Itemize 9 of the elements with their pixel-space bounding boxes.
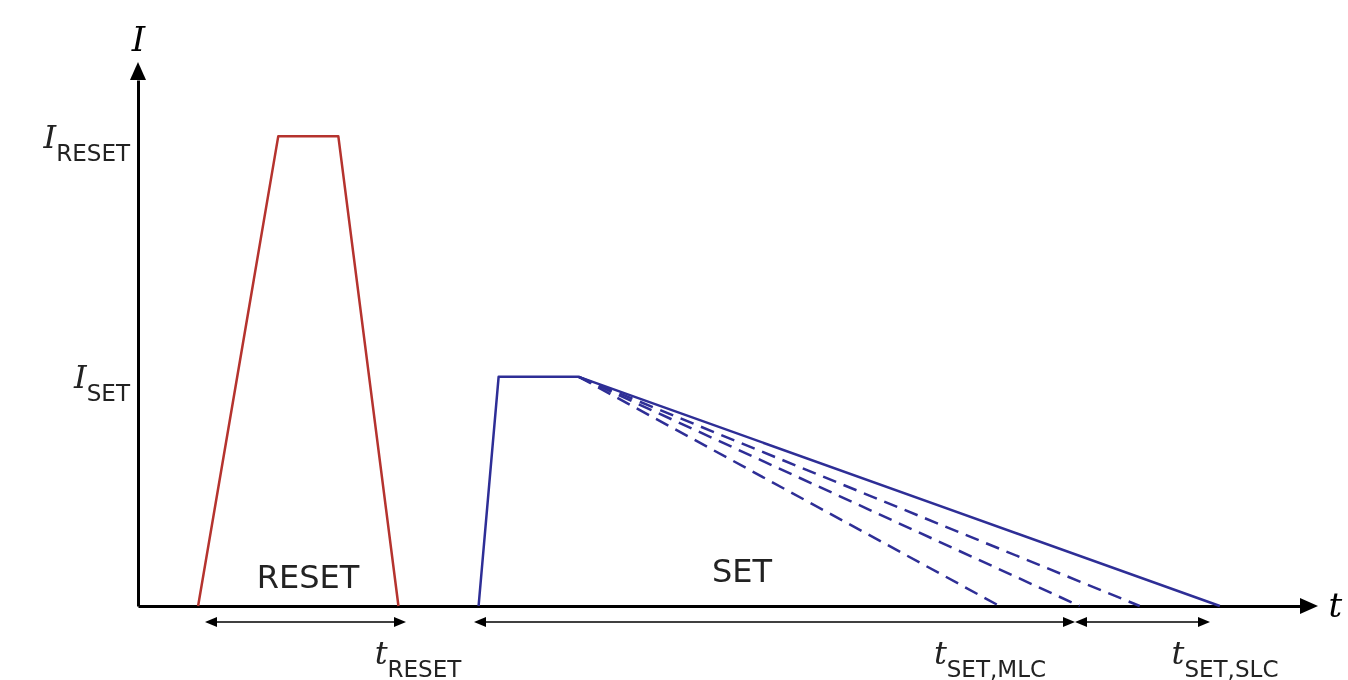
y-axis-title: I (130, 18, 146, 59)
text: t$_{RESET}$ (374, 634, 463, 680)
text: t$_{SET,MLC}$ (933, 634, 1047, 680)
annotation: RESET (256, 558, 360, 596)
text: I$_{SET}$ (73, 358, 131, 406)
x-axis-title: t (1328, 584, 1343, 625)
annotation: SET (711, 552, 773, 590)
text: I$_{RESET}$ (42, 118, 131, 166)
text: t$_{SET,SLC}$ (1171, 634, 1279, 680)
